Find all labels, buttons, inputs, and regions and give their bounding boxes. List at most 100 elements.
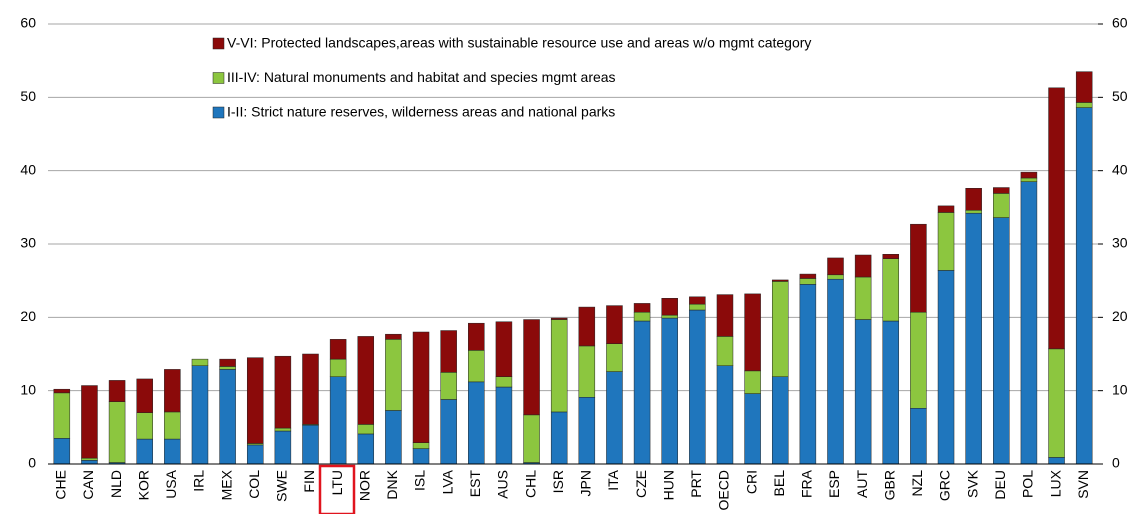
- x-tick-label: AUS: [495, 470, 511, 499]
- y-tick-label: 20: [20, 308, 36, 324]
- x-tick-label: CRI: [743, 470, 759, 494]
- bar-segment: [385, 410, 402, 465]
- bar-segment: [965, 210, 982, 214]
- bar-segment: [1075, 107, 1093, 465]
- bar-segment: [246, 444, 264, 465]
- bar-segment: [854, 254, 872, 278]
- bar-segment: [357, 424, 375, 435]
- bar-segment: [53, 392, 71, 439]
- bar-segment: [550, 317, 568, 320]
- y-tick-label: 40: [20, 161, 36, 177]
- bar-segment: [716, 365, 734, 465]
- bar-segment: [578, 397, 596, 465]
- x-tick-label: AUT: [854, 470, 870, 498]
- bar-segment: [329, 358, 347, 377]
- bar-segment: [412, 448, 430, 465]
- y2-tick-label: 50: [1112, 88, 1128, 104]
- bar-segment: [550, 411, 568, 465]
- bar-segment: [689, 303, 706, 311]
- bar-segment: [661, 314, 678, 319]
- bar-segment: [606, 371, 623, 465]
- bar-segment: [854, 319, 872, 465]
- bar-segment: [1075, 102, 1093, 108]
- legend-label: I-II: Strict nature reserves, wilderness…: [227, 104, 615, 120]
- y2-tick-label: 30: [1112, 235, 1128, 251]
- bar-segment: [53, 438, 71, 465]
- x-tick-label: JPN: [578, 470, 594, 496]
- bar-segment: [274, 355, 292, 429]
- bar-segment: [993, 217, 1010, 465]
- y-tick-label: 50: [20, 88, 36, 104]
- bar-segment: [1048, 87, 1065, 350]
- bar-segment: [716, 294, 734, 337]
- x-tick-label: ISR: [550, 470, 566, 493]
- x-tick-label: PRT: [688, 470, 704, 498]
- x-tick-label: BEL: [771, 470, 787, 497]
- bar-segment: [661, 317, 678, 465]
- bar-segment: [882, 254, 900, 259]
- highlight-box: [318, 464, 356, 514]
- bar-segment: [329, 339, 347, 360]
- y-tick-label: 10: [20, 381, 36, 397]
- bar-segment: [136, 412, 153, 440]
- bar-segment: [1048, 348, 1065, 458]
- x-tick-label: GBR: [881, 470, 897, 500]
- bar-segment: [744, 293, 761, 372]
- bar-segment: [965, 188, 982, 211]
- x-tick-label: SVN: [1075, 470, 1091, 499]
- x-tick-label: HUN: [660, 470, 676, 500]
- bar-segment: [882, 320, 900, 465]
- bar-segment: [689, 309, 706, 465]
- bar-segment: [606, 343, 623, 372]
- bar-segment: [965, 212, 982, 465]
- bar-segment: [910, 223, 927, 313]
- x-tick-label: GRC: [937, 470, 953, 501]
- x-tick-label: CHE: [53, 470, 69, 500]
- bar-segment: [302, 424, 319, 465]
- bar-segment: [771, 281, 789, 377]
- bar-segment: [219, 358, 236, 367]
- bar-segment: [468, 350, 485, 383]
- x-tick-label: COL: [246, 470, 262, 499]
- x-tick-label: ESP: [826, 470, 842, 498]
- bar-segment: [136, 378, 153, 413]
- x-tick-label: POL: [1020, 470, 1036, 498]
- bar-segment: [385, 339, 402, 411]
- y2-tick-label: 60: [1112, 15, 1128, 31]
- bar-segment: [633, 311, 651, 322]
- legend-label: III-IV: Natural monuments and habitat an…: [227, 69, 616, 85]
- x-tick-label: DNK: [384, 469, 400, 499]
- bar-segment: [1020, 177, 1038, 182]
- x-tick-label: IRL: [191, 470, 207, 492]
- bar-segment: [495, 321, 513, 377]
- bar-segment: [468, 381, 485, 465]
- bar-segment: [799, 284, 817, 465]
- y2-tick-label: 0: [1112, 455, 1120, 471]
- x-tick-label: FRA: [799, 469, 815, 498]
- bar-segment: [523, 414, 540, 463]
- x-tick-label: USA: [163, 469, 179, 498]
- x-tick-label: SWE: [274, 470, 290, 502]
- bar-segment: [357, 336, 375, 425]
- bar-segment: [937, 205, 955, 213]
- bar-segment: [108, 401, 126, 463]
- bar-segment: [550, 319, 568, 413]
- bar-segment: [412, 331, 430, 443]
- bar-segment: [136, 438, 153, 465]
- x-tick-label: NOR: [356, 470, 372, 501]
- bar-segment: [744, 370, 761, 394]
- bar-segment: [661, 298, 678, 316]
- bar-segment: [191, 358, 209, 366]
- bar-segment: [440, 399, 457, 465]
- bar-segment: [1020, 181, 1038, 465]
- bar-segment: [882, 258, 900, 322]
- bar-segment: [274, 430, 292, 465]
- bar-segment: [191, 365, 209, 465]
- bar-segment: [357, 433, 375, 465]
- x-tick-label: LTU: [329, 470, 345, 495]
- bar-segment: [468, 322, 485, 351]
- bar-segment: [716, 336, 734, 366]
- bar-segment: [1020, 171, 1038, 179]
- legend-swatch: [212, 37, 225, 50]
- bar-segment: [81, 460, 98, 465]
